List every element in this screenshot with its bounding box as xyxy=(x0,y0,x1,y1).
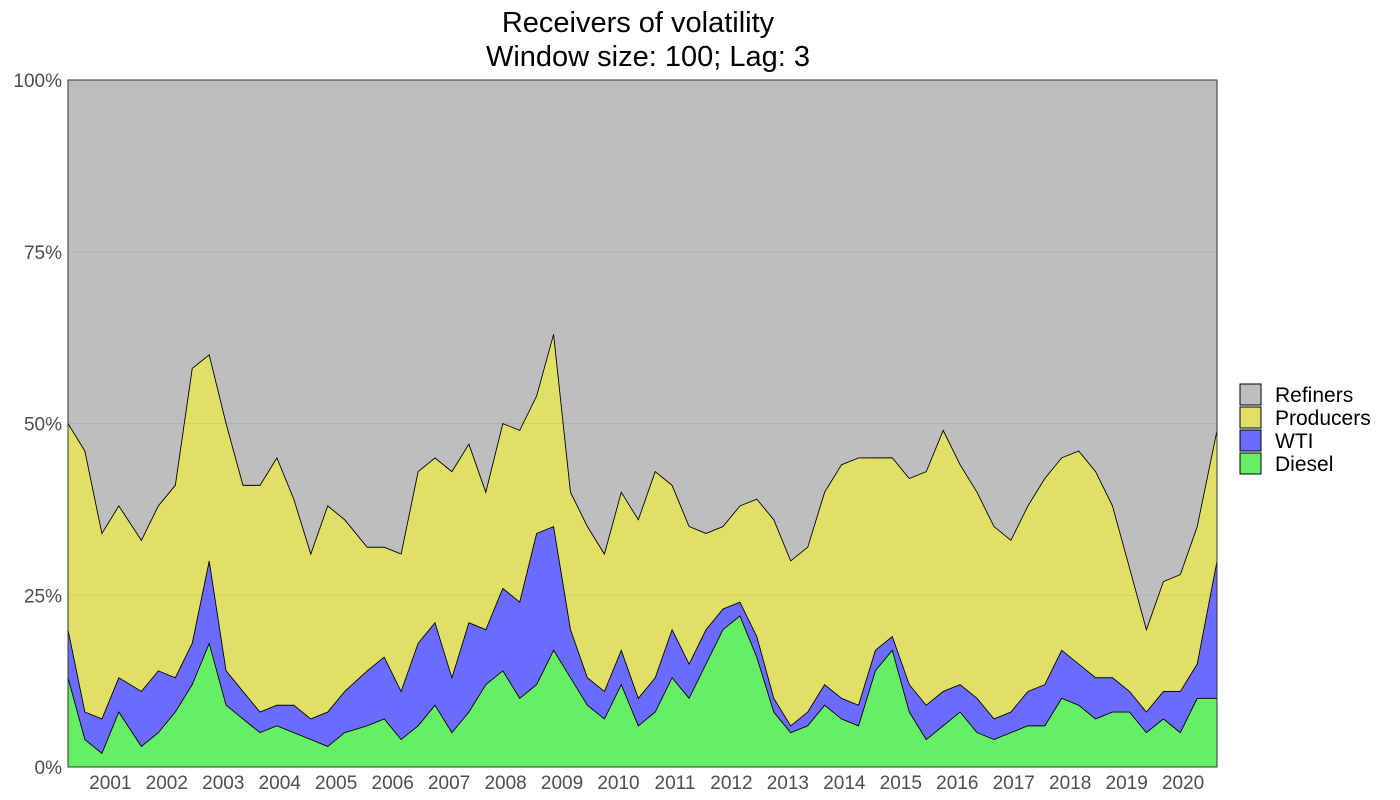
plot-area xyxy=(67,79,1218,768)
x-tick-label: 2007 xyxy=(428,773,470,794)
x-tick-label: 2002 xyxy=(146,773,188,794)
x-tick-label: 2011 xyxy=(655,773,696,794)
y-tick-label: 100% xyxy=(13,71,62,92)
x-tick-label: 2013 xyxy=(767,773,809,794)
chart-title: Receivers of volatility xyxy=(502,7,775,39)
x-tick-label: 2010 xyxy=(597,773,639,794)
x-tick-label: 2017 xyxy=(993,773,1035,794)
y-tick-label: 75% xyxy=(24,243,62,264)
legend-swatch xyxy=(1239,429,1262,452)
legend-swatch xyxy=(1239,452,1262,475)
x-tick-label: 2009 xyxy=(541,773,583,794)
legend-label: Producers xyxy=(1275,407,1371,430)
x-tick-label: 2006 xyxy=(372,773,414,794)
y-tick-label: 50% xyxy=(24,415,62,436)
x-tick-label: 2016 xyxy=(936,773,978,794)
x-tick-label: 2008 xyxy=(484,773,526,794)
legend-label: WTI xyxy=(1275,430,1313,453)
x-tick-label: 2012 xyxy=(710,773,752,794)
x-tick-label: 2005 xyxy=(315,773,357,794)
x-tick-label: 2019 xyxy=(1106,773,1148,794)
legend-swatch xyxy=(1239,406,1262,429)
x-tick-label: 2004 xyxy=(259,773,302,794)
x-tick-label: 2018 xyxy=(1049,773,1091,794)
plot-border xyxy=(67,79,1218,768)
x-axis: 2001 2002 2003 2004 2005 2006 2007 2008 2009 2010… xyxy=(89,773,1204,794)
y-tick-label: 0% xyxy=(35,758,63,779)
x-tick-label: 2015 xyxy=(880,773,922,794)
x-tick-label: 2020 xyxy=(1162,773,1204,794)
x-tick-label: 2014 xyxy=(823,773,866,794)
x-tick-label: 2001 xyxy=(89,773,131,794)
y-tick-label: 25% xyxy=(24,586,62,607)
legend-label: Refiners xyxy=(1275,384,1353,407)
legend-label: Diesel xyxy=(1275,453,1333,476)
legend-swatch xyxy=(1239,383,1262,406)
y-axis: 0% 25% 50% 75% 100% xyxy=(13,71,62,779)
chart-subtitle: Window size: 100; Lag: 3 xyxy=(486,41,810,73)
x-tick-label: 2003 xyxy=(202,773,244,794)
